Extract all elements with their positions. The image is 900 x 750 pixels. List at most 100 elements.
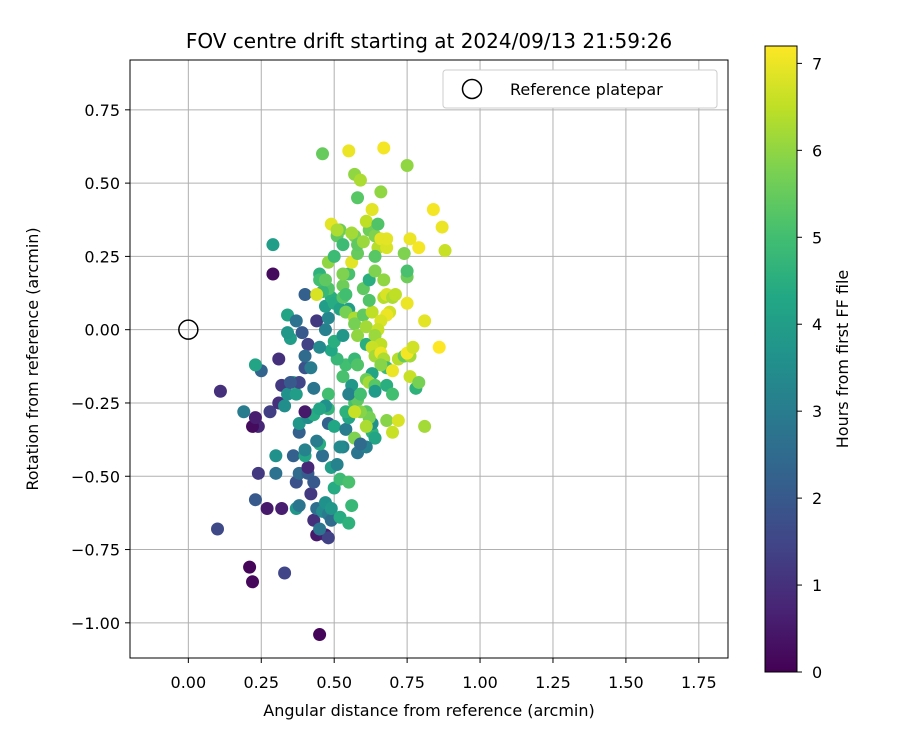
data-point <box>310 434 324 448</box>
data-point <box>307 381 321 395</box>
data-point <box>400 264 414 278</box>
data-point <box>400 296 414 310</box>
data-point <box>426 203 440 216</box>
data-point <box>243 560 257 574</box>
data-point <box>435 220 449 234</box>
data-point <box>432 340 446 354</box>
chart-title: FOV centre drift starting at 2024/09/13 … <box>186 29 672 53</box>
x-tick-label: 0.50 <box>316 673 352 692</box>
colorbar-tick-label: 0 <box>812 663 822 682</box>
data-point <box>348 317 362 331</box>
data-point <box>339 288 353 302</box>
y-axis-ticks: 0.75 0.50 0.25 0.00 −0.25 −0.50 −0.75 −1.00 <box>71 101 130 633</box>
data-point <box>289 387 303 401</box>
data-point <box>248 358 262 372</box>
y-tick-label: 0.25 <box>84 247 120 266</box>
data-point <box>263 405 277 419</box>
data-point <box>298 288 312 302</box>
data-point <box>336 267 350 281</box>
x-tick-label: 0.75 <box>389 673 425 692</box>
y-tick-label: −0.75 <box>71 541 120 560</box>
data-point <box>351 329 365 343</box>
data-point <box>298 443 312 457</box>
data-point <box>289 314 303 328</box>
grid-lines <box>130 60 728 658</box>
data-point <box>380 414 394 428</box>
data-point <box>359 419 373 433</box>
data-point <box>324 502 338 515</box>
colorbar-tick-label: 6 <box>812 141 822 160</box>
data-point <box>412 241 426 255</box>
legend-label: Reference platepar <box>510 80 663 99</box>
x-axis-label: Angular distance from reference (arcmin) <box>263 701 594 720</box>
data-point <box>316 449 330 463</box>
data-point <box>374 358 388 372</box>
data-point <box>368 249 382 263</box>
x-tick-label: 0.25 <box>243 673 279 692</box>
data-point <box>374 185 388 199</box>
y-tick-label: −0.25 <box>71 394 120 413</box>
colorbar-tick-label: 7 <box>812 54 822 73</box>
data-point <box>310 288 324 302</box>
data-point <box>304 487 318 501</box>
data-point <box>275 502 289 515</box>
data-point <box>278 566 292 580</box>
data-point <box>339 422 353 436</box>
data-point <box>304 361 318 375</box>
data-point <box>345 499 359 513</box>
data-point <box>266 267 280 281</box>
data-point <box>438 244 452 258</box>
data-point <box>316 147 330 161</box>
data-point <box>313 402 327 416</box>
data-point <box>211 522 225 536</box>
data-point <box>351 191 365 205</box>
x-tick-label: 1.25 <box>535 673 571 692</box>
data-point <box>336 329 350 343</box>
data-point <box>365 305 379 319</box>
data-point <box>365 203 379 216</box>
data-point <box>313 628 327 642</box>
data-point <box>400 159 414 173</box>
data-point <box>295 326 309 340</box>
data-point <box>301 460 315 474</box>
colorbar-tick-label: 5 <box>812 228 822 247</box>
data-point <box>307 475 321 489</box>
data-point <box>380 232 394 246</box>
data-point <box>397 246 411 260</box>
data-point <box>406 340 420 354</box>
colorbar-tick-label: 3 <box>812 402 822 421</box>
data-point <box>327 249 341 263</box>
data-point <box>251 466 265 480</box>
data-point <box>377 273 391 287</box>
data-point <box>298 405 312 419</box>
x-tick-label: 1.50 <box>608 673 644 692</box>
data-point <box>248 411 262 425</box>
colorbar <box>764 45 798 673</box>
data-point <box>248 493 262 507</box>
data-point <box>213 384 227 398</box>
data-point <box>313 340 327 354</box>
data-point <box>272 352 286 366</box>
data-point <box>342 475 356 489</box>
data-point <box>368 384 382 398</box>
data-point <box>246 575 260 589</box>
data-point <box>342 387 356 401</box>
data-point <box>353 173 367 187</box>
colorbar-label: Hours from first FF file <box>833 270 852 449</box>
y-axis-label: Rotation from reference (arcmin) <box>23 227 42 490</box>
data-point <box>321 311 335 325</box>
data-point <box>386 387 400 401</box>
data-point <box>418 314 432 328</box>
data-point <box>342 516 356 530</box>
x-tick-label: 1.00 <box>462 673 498 692</box>
data-point <box>266 238 280 252</box>
data-point <box>377 141 391 155</box>
x-tick-label: 1.75 <box>681 673 717 692</box>
colorbar-ticks: 0 1 2 3 4 5 6 7 <box>797 54 822 682</box>
data-point <box>318 273 332 287</box>
x-axis-ticks: 0.00 0.25 0.50 0.75 1.00 1.25 1.50 1.75 <box>171 658 717 692</box>
data-point <box>313 522 327 536</box>
data-point <box>237 405 251 419</box>
data-point <box>386 425 400 439</box>
